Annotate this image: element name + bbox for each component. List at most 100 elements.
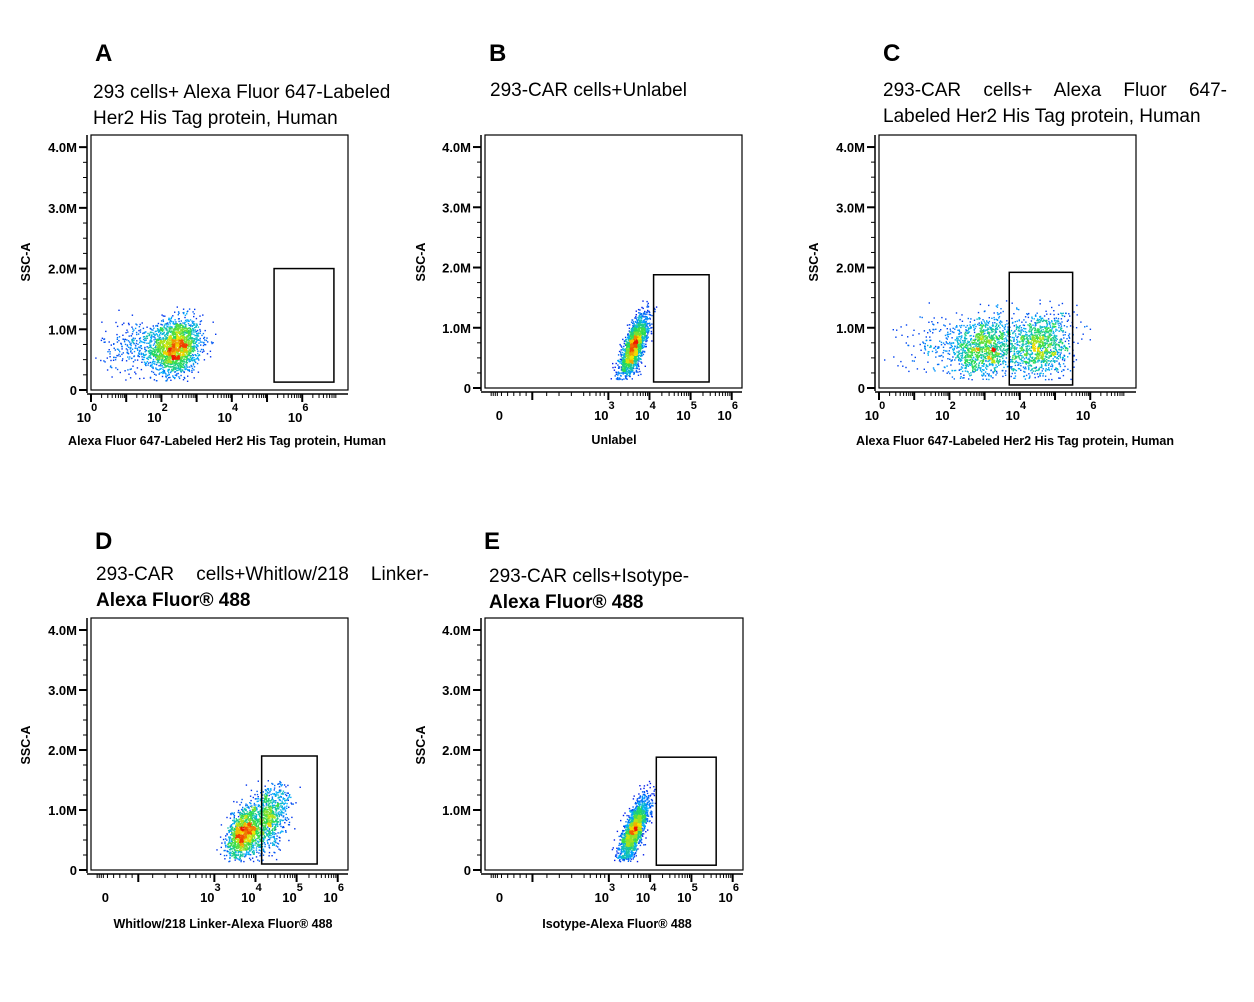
event-point <box>625 338 627 341</box>
event-point <box>165 375 167 377</box>
event-point <box>1000 349 1002 351</box>
event-point <box>632 339 634 341</box>
event-point <box>175 359 177 362</box>
event-point <box>635 321 637 323</box>
event-point <box>153 362 155 365</box>
event-point <box>160 323 162 326</box>
event-point <box>996 345 999 348</box>
event-point <box>179 348 181 350</box>
event-point <box>620 358 623 361</box>
event-point <box>642 307 644 310</box>
event-point <box>149 344 151 347</box>
event-point <box>181 328 184 330</box>
event-point <box>161 354 163 356</box>
event-point <box>1014 346 1016 348</box>
event-point <box>188 308 191 310</box>
event-point <box>174 332 176 334</box>
event-point <box>133 339 135 341</box>
event-point <box>177 345 179 347</box>
event-point <box>625 367 628 369</box>
event-point <box>157 339 159 342</box>
event-point <box>967 353 969 355</box>
event-point <box>1014 358 1016 360</box>
event-point <box>641 342 644 345</box>
event-point <box>158 338 161 340</box>
event-point <box>996 352 998 355</box>
event-point <box>966 351 968 354</box>
event-point <box>177 344 180 346</box>
event-point <box>969 356 972 358</box>
event-point <box>174 358 176 360</box>
event-point <box>169 327 171 329</box>
event-point <box>197 344 199 347</box>
event-point <box>136 333 138 336</box>
event-point <box>198 354 201 357</box>
event-point <box>141 358 144 361</box>
event-point <box>174 354 177 356</box>
event-point <box>186 337 188 339</box>
event-point <box>641 340 643 342</box>
event-point <box>154 351 156 353</box>
event-point <box>190 341 193 344</box>
event-point <box>967 345 969 347</box>
event-point <box>154 353 156 356</box>
event-point <box>623 345 625 348</box>
event-point <box>154 349 157 351</box>
event-point <box>991 361 993 364</box>
event-point <box>634 328 637 330</box>
event-point <box>126 339 128 341</box>
event-point <box>957 329 959 331</box>
event-point <box>629 341 632 344</box>
gate-rectangle[interactable] <box>652 274 710 383</box>
event-point <box>156 368 159 371</box>
event-point <box>986 324 988 326</box>
event-point <box>199 339 201 341</box>
event-point <box>188 358 191 360</box>
event-point <box>110 359 112 362</box>
event-point <box>169 353 172 355</box>
event-point <box>170 348 172 350</box>
event-point <box>133 343 135 345</box>
y-axis: 01.0M2.0M3.0M4.0M <box>442 135 482 396</box>
event-point <box>1004 326 1007 328</box>
event-point <box>147 350 149 352</box>
event-point <box>152 354 154 356</box>
event-point <box>165 353 167 355</box>
event-point <box>170 362 172 364</box>
event-point <box>628 357 630 359</box>
event-point <box>994 350 996 353</box>
event-point <box>178 312 180 314</box>
event-point <box>166 329 168 332</box>
event-point <box>635 354 637 356</box>
event-point <box>185 362 188 364</box>
event-point <box>641 328 644 330</box>
gate-rectangle[interactable] <box>273 267 335 383</box>
event-point <box>1002 334 1004 336</box>
event-point <box>620 351 622 353</box>
event-point <box>193 360 196 362</box>
event-point <box>636 321 639 323</box>
event-point <box>116 368 119 371</box>
event-point <box>620 349 622 351</box>
event-point <box>180 369 182 371</box>
event-point <box>986 345 988 347</box>
event-point <box>194 308 196 311</box>
event-point <box>180 334 182 336</box>
event-point <box>183 348 185 351</box>
event-point <box>193 324 195 326</box>
event-point <box>637 340 640 342</box>
event-point <box>163 355 166 357</box>
event-point <box>632 327 634 329</box>
event-point <box>639 340 641 342</box>
event-point <box>159 358 161 360</box>
event-point <box>186 358 188 360</box>
event-point <box>156 324 158 327</box>
event-point <box>148 342 150 344</box>
event-point <box>176 373 178 375</box>
event-point <box>992 372 995 374</box>
event-point <box>178 356 180 358</box>
event-point <box>158 346 161 348</box>
event-point <box>171 348 174 350</box>
event-point <box>628 349 630 352</box>
event-point <box>985 342 988 344</box>
